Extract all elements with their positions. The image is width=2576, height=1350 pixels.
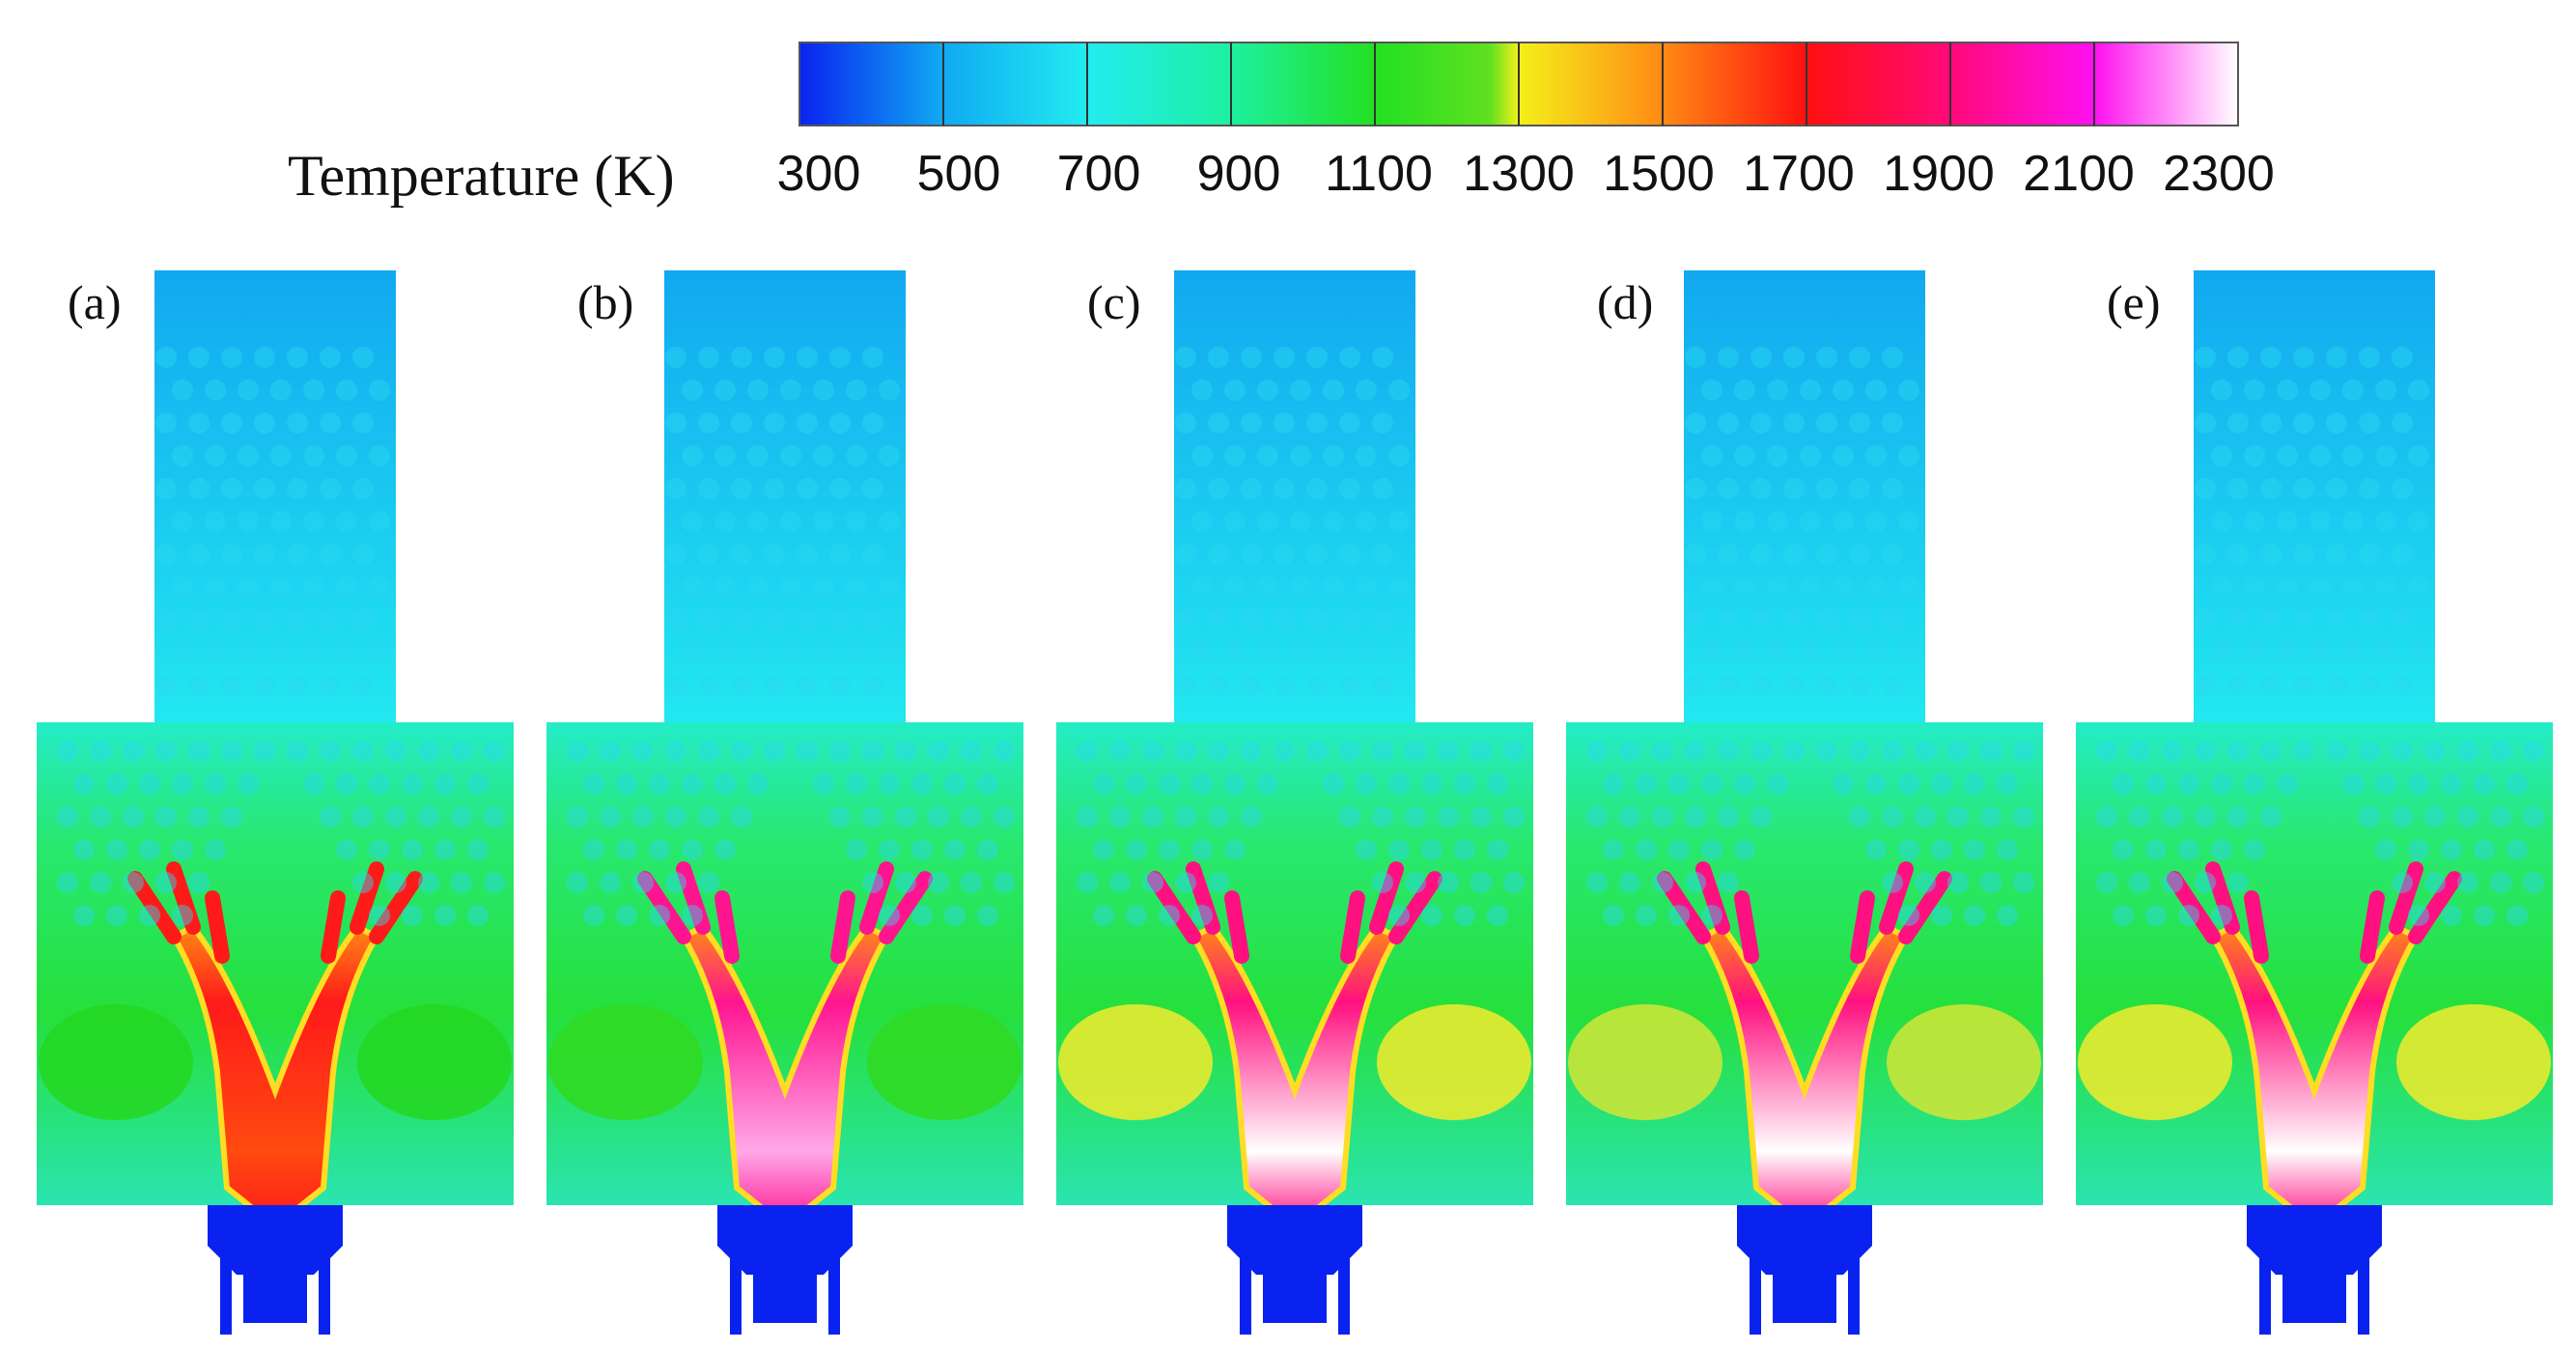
burner-inlet (2247, 1205, 2382, 1275)
burner-wall (730, 1257, 742, 1335)
temperature-field (546, 270, 1023, 1335)
burner-inlet (1227, 1205, 1362, 1275)
flame-branch (1224, 890, 1249, 964)
flame-branch (2408, 871, 2462, 944)
obstacle-array (2096, 347, 2544, 926)
flame-branch (714, 890, 740, 964)
colorbar-tick-label: 1300 (1463, 146, 1575, 202)
contour-panel: (b) (539, 261, 1041, 1342)
colorbar-tick-label: 2100 (2023, 146, 2135, 202)
burner-nozzle (1263, 1275, 1327, 1323)
colorbar-tick-label: 2300 (2163, 146, 2275, 202)
burner-wall (828, 1257, 840, 1335)
flame-branch (1340, 890, 1365, 964)
colorbar-tick-label: 700 (1056, 146, 1141, 202)
side-vortex (867, 1004, 1022, 1120)
colorbar-tick-label: 900 (1196, 146, 1281, 202)
burner-wall (1338, 1257, 1350, 1335)
flame-branch (369, 871, 423, 944)
panel-label: (a) (68, 275, 122, 329)
temperature-colorbar (798, 42, 2239, 127)
burner-wall (1240, 1257, 1251, 1335)
burner-wall (1750, 1257, 1761, 1335)
flame-branch (859, 861, 894, 935)
flame-branch (2360, 890, 2385, 964)
chimney-region (2194, 270, 2435, 724)
colorbar-tick-label: 1700 (1743, 146, 1855, 202)
flame-branch (127, 871, 182, 944)
colorbar-tick-label: 1100 (1325, 146, 1433, 202)
burner-inlet (717, 1205, 853, 1275)
panel-label: (c) (1087, 275, 1141, 329)
flame-branch (1879, 861, 1914, 935)
flame-branch (2167, 871, 2221, 944)
burner-wall (319, 1257, 330, 1335)
temperature-field (1056, 270, 1533, 1335)
colorbar-tick-label: 1900 (1883, 146, 1995, 202)
panel-label: (d) (1597, 275, 1654, 329)
side-vortex (1377, 1004, 1531, 1120)
burner-nozzle (2282, 1275, 2346, 1323)
panel-label: (e) (2107, 275, 2161, 329)
flame-branch (1695, 861, 1730, 935)
obstacle-array (57, 347, 505, 926)
side-vortex (39, 1004, 193, 1120)
flame-branch (1147, 871, 1201, 944)
chimney-region (154, 270, 396, 724)
flame-branch (205, 890, 230, 964)
flame-branch (166, 861, 201, 935)
chimney-region (664, 270, 906, 724)
burner-wall (1848, 1257, 1860, 1335)
chimney-region (1174, 270, 1415, 724)
colorbar-tick-label: 500 (916, 146, 1001, 202)
side-vortex (1058, 1004, 1213, 1120)
flame-branch (637, 871, 691, 944)
flame-branch (321, 890, 346, 964)
colorbar-dividers (942, 42, 2095, 126)
colorbar-title: Temperature (K) (288, 144, 675, 208)
burner-nozzle (753, 1275, 817, 1323)
colorbar-tick-label: 1500 (1603, 146, 1715, 202)
flame-branch (879, 871, 933, 944)
temperature-field (37, 270, 514, 1335)
burner-inlet (208, 1205, 343, 1275)
obstacle-array (1586, 347, 2034, 926)
temperature-field (1566, 270, 2043, 1335)
burner-nozzle (243, 1275, 307, 1323)
burner-wall (220, 1257, 232, 1335)
side-vortex (548, 1004, 703, 1120)
flame-branch (2244, 890, 2269, 964)
flame-branch (1734, 890, 1759, 964)
side-vortex (1568, 1004, 1722, 1120)
flame-branch (2205, 861, 2240, 935)
contour-panel: (e) (2068, 261, 2570, 1342)
obstacle-array (1077, 347, 1525, 926)
burner-inlet (1737, 1205, 1872, 1275)
burner-wall (2358, 1257, 2369, 1335)
temperature-field (2076, 270, 2553, 1335)
flame-branch (1186, 861, 1220, 935)
side-vortex (2078, 1004, 2232, 1120)
burner-wall (2259, 1257, 2271, 1335)
flame-branch (2389, 861, 2423, 935)
flame-branch (1850, 890, 1875, 964)
chimney-region (1684, 270, 1925, 724)
colorbar-tick-label: 300 (776, 146, 861, 202)
side-vortex (2396, 1004, 2551, 1120)
flame-branch (830, 890, 855, 964)
panel-label: (b) (577, 275, 634, 329)
flame-branch (1657, 871, 1711, 944)
flame-branch (676, 861, 711, 935)
side-vortex (357, 1004, 512, 1120)
obstacle-array (567, 347, 1015, 926)
flame-branch (350, 861, 384, 935)
contour-panel: (a) (29, 261, 531, 1342)
flame-branch (1388, 871, 1442, 944)
contour-panel: (c) (1049, 261, 1551, 1342)
contour-panel: (d) (1558, 261, 2060, 1342)
flame-branch (1369, 861, 1404, 935)
flame-branch (1898, 871, 1952, 944)
burner-nozzle (1773, 1275, 1836, 1323)
side-vortex (1887, 1004, 2041, 1120)
